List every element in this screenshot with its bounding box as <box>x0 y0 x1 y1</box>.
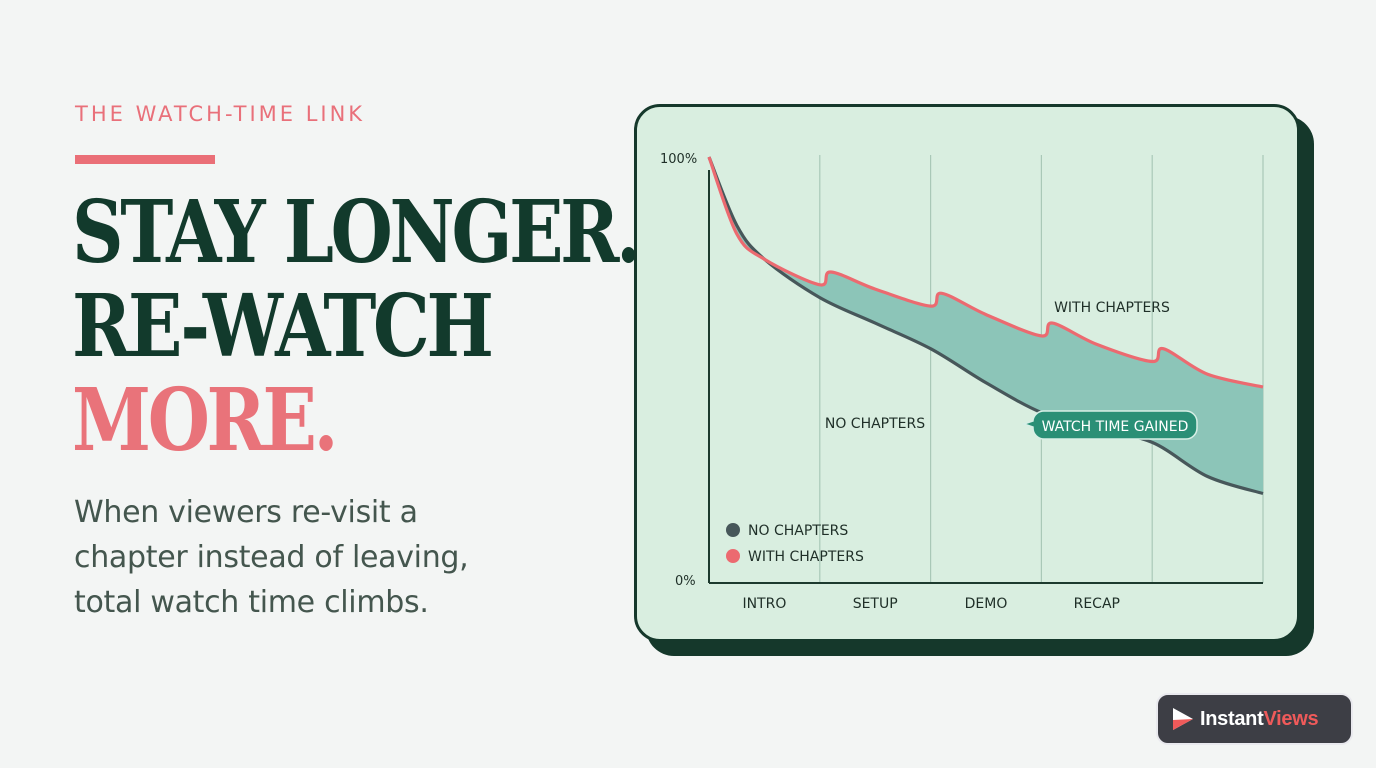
logo-text-instant: Instant <box>1200 707 1264 730</box>
instantviews-logo: InstantViews <box>1156 693 1353 745</box>
legend-label: NO CHAPTERS <box>748 523 848 539</box>
y-tick-100: 100% <box>660 152 697 167</box>
play-arrow-icon <box>1173 708 1193 730</box>
legend-swatch <box>726 549 740 563</box>
x-category-label: DEMO <box>965 596 1008 612</box>
with-chapters-line <box>707 156 1264 389</box>
headline-line-3: MORE. <box>72 370 338 471</box>
x-category-label: SETUP <box>853 596 898 612</box>
watch-time-gained-badge <box>1021 410 1198 440</box>
watch-time-gained-area <box>709 157 1263 494</box>
no-chapters-annotation: NO CHAPTERS <box>825 416 925 432</box>
logo-text: InstantViews <box>1200 707 1319 731</box>
x-category-label: INTRO <box>742 596 786 612</box>
legend-swatch <box>726 523 740 537</box>
watch-time-gained-label: WATCH TIME GAINED <box>1042 419 1189 435</box>
headline-line-2: RE-WATCH <box>72 276 494 377</box>
subtext: When viewers re-visit a chapter instead … <box>74 495 469 620</box>
headline-line-1: STAY LONGER. <box>72 182 641 283</box>
headline: STAY LONGER. RE-WATCH MORE. <box>72 182 641 471</box>
legend-label: WITH CHAPTERS <box>748 549 864 565</box>
with-chapters-annotation: WITH CHAPTERS <box>1054 300 1170 316</box>
accent-rule <box>75 155 215 164</box>
eyebrow-label: THE WATCH-TIME LINK <box>75 102 366 126</box>
y-tick-0: 0% <box>675 574 696 589</box>
x-category-label: RECAP <box>1074 596 1120 612</box>
logo-text-views: Views <box>1263 707 1319 730</box>
